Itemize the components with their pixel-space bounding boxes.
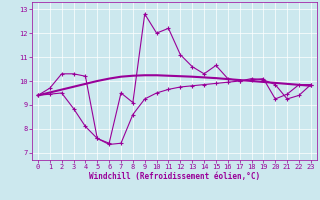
X-axis label: Windchill (Refroidissement éolien,°C): Windchill (Refroidissement éolien,°C) [89,172,260,181]
